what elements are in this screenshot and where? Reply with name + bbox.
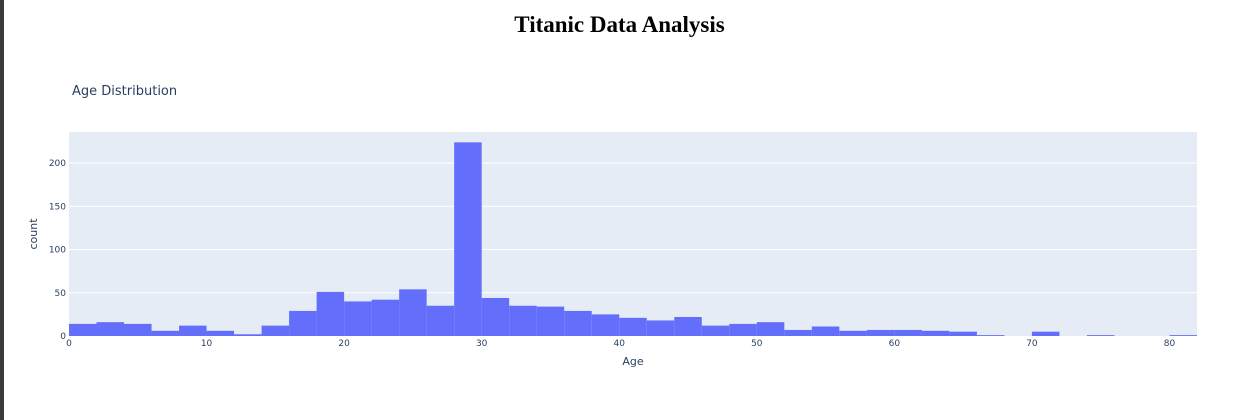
histogram-bar[interactable] [426,305,455,336]
histogram-bar[interactable] [591,314,620,336]
x-tick-label: 80 [1164,339,1176,349]
x-tick-label: 30 [476,339,488,349]
histogram-bar[interactable] [69,323,97,336]
histogram-bar[interactable] [289,310,317,336]
histogram-bar[interactable] [261,325,290,336]
histogram-bar[interactable] [509,305,537,336]
histogram-bar[interactable] [564,310,592,336]
x-tick-label: 60 [889,339,901,349]
x-tick-label: 40 [614,339,626,349]
y-axis-ticks: 0 50 100 150 200 [49,159,66,342]
histogram-bar[interactable] [1086,335,1115,336]
histogram-bar[interactable] [894,329,922,336]
x-tick-label: 50 [751,339,763,349]
histogram-bar[interactable] [866,329,895,336]
histogram-bar[interactable] [619,317,647,336]
histogram-bar[interactable] [949,331,977,336]
histogram-bar[interactable] [811,326,840,336]
x-tick-label: 20 [338,339,350,349]
y-tick-label: 0 [60,332,66,342]
histogram-bar[interactable] [316,291,345,336]
histogram-bar[interactable] [976,335,1005,336]
plot-area [69,132,1197,336]
histogram-bar[interactable] [179,325,207,336]
histogram-bar[interactable] [399,289,427,336]
histogram-bar[interactable] [234,334,262,336]
y-tick-label: 100 [49,246,66,256]
histogram-bar[interactable] [701,325,730,336]
y-tick-label: 150 [49,202,66,212]
histogram-bar[interactable] [96,322,125,336]
x-axis-title: Age [622,355,644,368]
y-tick-label: 50 [55,289,67,299]
histogram-bar[interactable] [206,330,235,336]
x-tick-label: 70 [1026,339,1038,349]
window-left-border [0,0,4,420]
histogram-bars [69,142,1197,336]
x-tick-label: 0 [66,339,72,349]
chart-title: Age Distribution [72,84,177,99]
histogram-bar[interactable] [646,320,675,336]
gridlines [69,162,1197,294]
histogram-bar[interactable] [344,301,372,336]
histogram-bar[interactable] [151,330,180,336]
histogram-bar[interactable] [729,323,757,336]
histogram-bar[interactable] [371,299,400,336]
x-axis-ticks: 0 10 20 30 40 50 60 70 80 [66,339,1175,349]
y-axis-title: count [27,218,40,250]
x-tick-label: 10 [201,339,213,349]
histogram-bar[interactable] [674,316,702,336]
histogram-bar[interactable] [1031,331,1060,336]
histogram-bar[interactable] [124,323,152,336]
histogram-bar[interactable] [481,297,510,336]
histogram-bar[interactable] [784,329,812,336]
page-title: Titanic Data Analysis [514,12,725,37]
y-tick-label: 200 [49,159,66,169]
histogram-bar[interactable] [1169,335,1197,336]
histogram-bar[interactable] [921,330,950,336]
histogram-bar[interactable] [454,142,482,336]
histogram-bar[interactable] [536,306,565,336]
histogram-bar[interactable] [756,322,785,336]
histogram-bar[interactable] [839,330,867,336]
